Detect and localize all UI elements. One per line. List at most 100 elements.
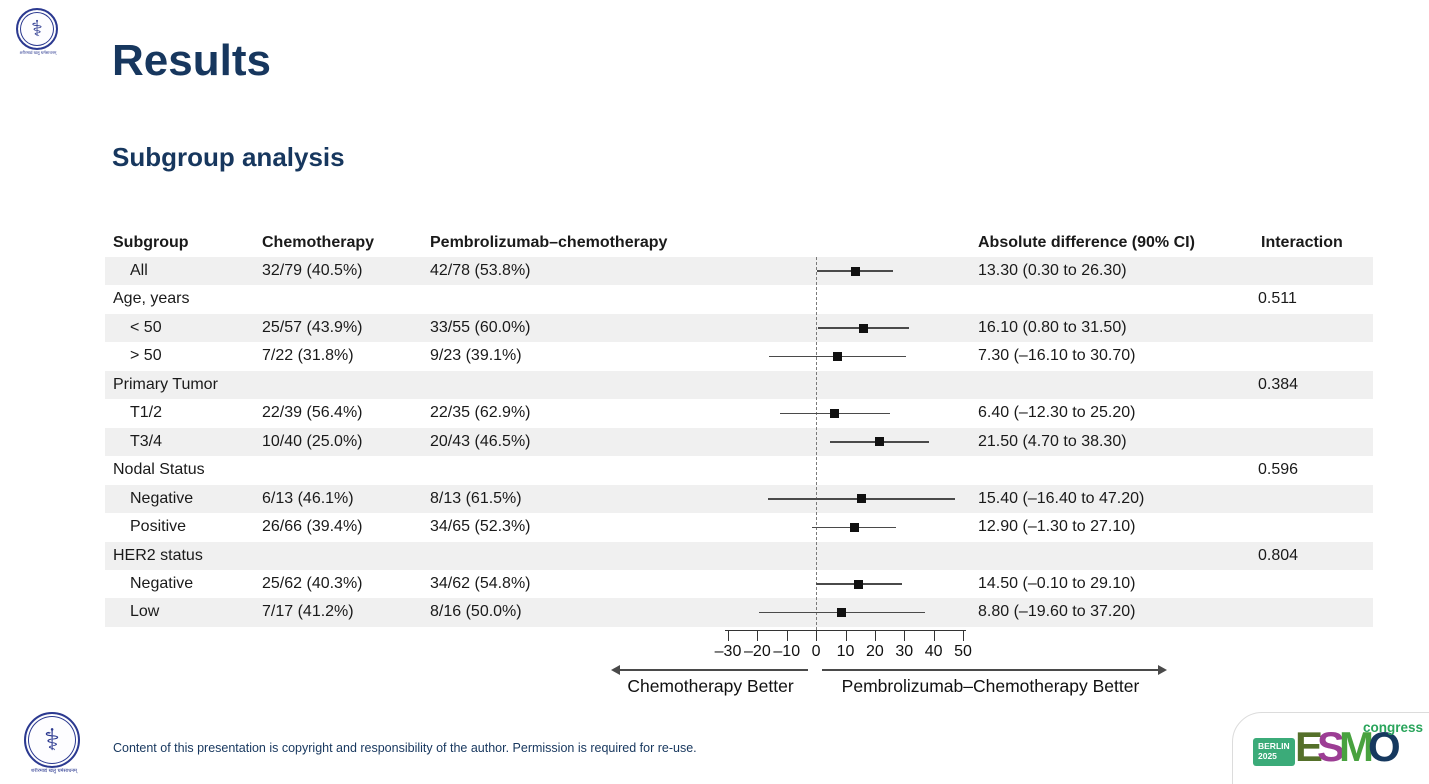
axis-tick-label: 10 [836,643,855,660]
point-estimate-marker [849,522,859,532]
table-row: Age, years 0.511 [105,285,1373,313]
cell-interaction: 0.596 [1258,461,1299,479]
cell-chemotherapy: 22/39 (56.4%) [262,404,363,422]
axis-tick [728,630,729,641]
table-row: Primary Tumor 0.384 [105,370,1373,400]
cell-chemotherapy: 6/13 (46.1%) [262,489,354,507]
header-pembro-chemo: Pembrolizumab–chemotherapy [430,234,668,251]
axis-tick-label: –30 [714,643,742,660]
cell-subgroup: Primary Tumor [113,375,218,393]
point-estimate-marker [850,266,860,276]
axis-tick-label: 0 [811,643,821,660]
axis-tick [816,630,818,641]
berlin-2025-badge: BERLIN 2025 [1253,738,1295,766]
cell-subgroup: Age, years [113,290,190,308]
cell-subgroup: Negative [130,489,194,507]
cell-chemotherapy: 25/62 (40.3%) [262,574,363,592]
table-row: T1/2 22/39 (56.4%) 22/35 (62.9%) 6.40 (–12.… [105,399,1373,427]
table-row: T3/4 10/40 (25.0%) 20/43 (46.5%) 21.50 (4.7… [105,427,1373,457]
axis-tick-label: 40 [924,643,943,660]
table-header: Subgroup Chemotherapy Pembrolizumab–chem… [0,229,1429,257]
header-interaction: Interaction [1261,234,1343,251]
point-estimate-marker [858,323,868,333]
header-subgroup: Subgroup [113,234,189,251]
cell-subgroup: T1/2 [130,404,163,422]
cell-pembro-chemo: 34/62 (54.8%) [430,574,531,592]
point-estimate-marker [874,437,884,447]
section-subtitle: Subgroup analysis [112,142,345,172]
cell-chemotherapy: 7/17 (41.2%) [262,603,354,621]
axis-tick [933,630,935,641]
point-estimate-marker [830,408,840,418]
left-arrowhead-icon [611,664,620,675]
axis-tick-label: –10 [773,643,801,660]
cell-pembro-chemo: 8/16 (50.0%) [430,603,522,621]
cell-chemotherapy: 7/22 (31.8%) [262,347,354,365]
right-arrow-line [822,669,1158,671]
header-chemotherapy: Chemotherapy [262,234,375,251]
cell-chemotherapy: 26/66 (39.4%) [262,518,363,536]
cell-interaction: 0.384 [1258,375,1299,393]
cell-pembro-chemo: 9/23 (39.1%) [430,347,522,365]
cell-pembro-chemo: 8/13 (61.5%) [430,489,522,507]
aiims-logo-bottom: ⚕ शरीरमाद्यं खलु धर्मसाधनम् [24,712,84,774]
cell-abs-difference: 14.50 (–0.10 to 29.10) [978,574,1136,592]
left-arrow-line [620,669,808,671]
caduceus-icon: ⚕ [24,712,80,768]
cell-chemotherapy: 32/79 (40.5%) [262,262,363,279]
cell-abs-difference: 13.30 (0.30 to 26.30) [978,262,1127,279]
cell-subgroup: < 50 [130,318,162,336]
axis-tick-label: 30 [895,643,914,660]
aiims-motto: शरीरमाद्यं खलु धर्मसाधनम् [30,768,78,774]
right-arrowhead-icon [1158,664,1167,675]
table-row: Negative 6/13 (46.1%) 8/13 (61.5%) 15.40 (–… [105,484,1373,514]
cell-abs-difference: 8.80 (–19.60 to 37.20) [978,603,1136,621]
esmo-letter-s: S [1317,723,1345,770]
cell-subgroup: Positive [130,518,187,536]
point-estimate-marker [856,494,866,504]
table-row: < 50 25/57 (43.9%) 33/55 (60.0%) 16.10 (0.8… [105,313,1373,343]
cell-chemotherapy: 10/40 (25.0%) [262,432,363,450]
cell-interaction: 0.511 [1258,290,1297,308]
zero-reference-line [815,257,817,630]
cell-abs-difference: 16.10 (0.80 to 31.50) [978,318,1127,336]
axis-tick-label: –20 [744,643,771,660]
axis-tick [845,630,847,641]
table-row: HER2 status 0.804 [105,541,1373,570]
page-title: Results [112,36,271,85]
label-pembro-chemo-better: Pembrolizumab–Chemotherapy Better [841,676,1140,696]
cell-abs-difference: 7.30 (–16.10 to 30.70) [978,347,1136,365]
cell-subgroup: Negative [130,574,194,592]
cell-pembro-chemo: 33/55 (60.0%) [430,318,531,336]
esmo-congress-logo: BERLIN 2025 ESMO congress [1232,712,1429,784]
cell-subgroup: All [130,262,148,279]
label-chemotherapy-better: Chemotherapy Better [627,676,794,696]
aiims-motto: शरीरमाद्यं खलु धर्मसाधनम् [19,50,57,55]
copyright-text: Content of this presentation is copyrigh… [113,741,697,755]
axis-tick [874,630,876,641]
point-estimate-marker [854,579,864,589]
cell-abs-difference: 15.40 (–16.40 to 47.20) [978,489,1145,507]
esmo-letter-e: E [1295,723,1323,770]
table-row: Low 7/17 (41.2%) 8/16 (50.0%) 8.80 (–19.60 … [105,598,1373,627]
aiims-logo-top: ⚕ शरीरमाद्यं खलु धर्मसाधनम् [16,8,60,56]
cell-pembro-chemo: 20/43 (46.5%) [430,432,531,450]
table-row: Negative 25/62 (40.3%) 34/62 (54.8%) 14.50 … [105,570,1373,598]
table-row: Nodal Status 0.596 [105,456,1373,484]
cell-subgroup: T3/4 [130,432,163,450]
cell-interaction: 0.804 [1258,546,1299,564]
cell-subgroup: Low [130,603,160,621]
cell-pembro-chemo: 34/65 (52.3%) [430,518,531,536]
cell-chemotherapy: 25/57 (43.9%) [262,318,363,336]
axis-tick [963,630,964,641]
cell-abs-difference: 6.40 (–12.30 to 25.20) [978,404,1136,422]
table-row: > 50 7/22 (31.8%) 9/23 (39.1%) 7.30 (–16.10… [105,342,1373,370]
table-row: Positive 26/66 (39.4%) 34/65 (52.3%) 12.90 … [105,513,1373,541]
cell-subgroup: Nodal Status [113,461,205,479]
cell-abs-difference: 12.90 (–1.30 to 27.10) [978,518,1136,536]
cell-subgroup: HER2 status [113,546,203,564]
berlin-label: BERLIN [1258,741,1290,751]
cell-pembro-chemo: 22/35 (62.9%) [430,404,531,422]
cell-subgroup: > 50 [130,347,162,365]
axis-tick-label: 50 [954,643,972,660]
